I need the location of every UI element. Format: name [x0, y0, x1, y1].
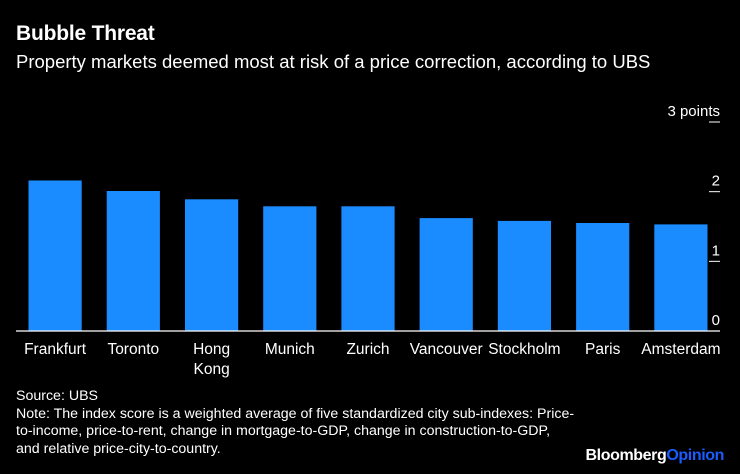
bar-hong-kong — [185, 199, 239, 331]
bar-munich — [263, 206, 317, 331]
x-tick-label: Munich — [265, 341, 315, 358]
bar-vancouver — [419, 218, 473, 331]
bar-zurich — [341, 206, 395, 331]
x-tick-label: Frankfurt — [24, 341, 87, 358]
chart-footer: Source: UBS Note: The index score is a w… — [16, 388, 576, 458]
chart-title: Bubble Threat — [16, 22, 155, 45]
y-tick-label: 0 — [712, 312, 720, 329]
x-tick-label: Toronto — [107, 341, 159, 358]
source-note: Source: UBS — [16, 388, 99, 404]
x-tick-label: Hong Kong — [193, 341, 230, 378]
logo-opinion: Opinion — [666, 447, 724, 464]
y-axis: 0 1 2 3 points — [667, 103, 720, 329]
bar-toronto — [106, 191, 160, 331]
x-tick-label: Amsterdam — [641, 341, 720, 358]
x-tick-label: Zurich — [346, 341, 389, 358]
bar-stockholm — [497, 220, 551, 331]
x-tick-label: Stockholm — [488, 341, 560, 358]
x-axis-labels: Frankfurt Toronto Hong Kong Munich Zurich Vanc… — [24, 341, 720, 378]
y-tick-label: 3 points — [667, 103, 720, 120]
chart-subtitle: Property markets deemed most at risk of … — [16, 51, 651, 72]
logo-bloomberg: Bloomberg — [585, 447, 667, 464]
bar-frankfurt — [28, 180, 82, 331]
bars-group — [28, 180, 708, 331]
methodology-note: Note: The index score is a weighted aver… — [16, 405, 575, 457]
bar-paris — [576, 223, 630, 331]
bloomberg-opinion-logo: BloombergOpinion — [586, 447, 725, 465]
bar-amsterdam — [654, 224, 708, 331]
x-tick-label: Vancouver — [410, 341, 483, 358]
y-tick-label: 2 — [712, 173, 720, 190]
x-tick-label: Paris — [585, 341, 621, 358]
y-tick-label: 1 — [712, 242, 720, 259]
